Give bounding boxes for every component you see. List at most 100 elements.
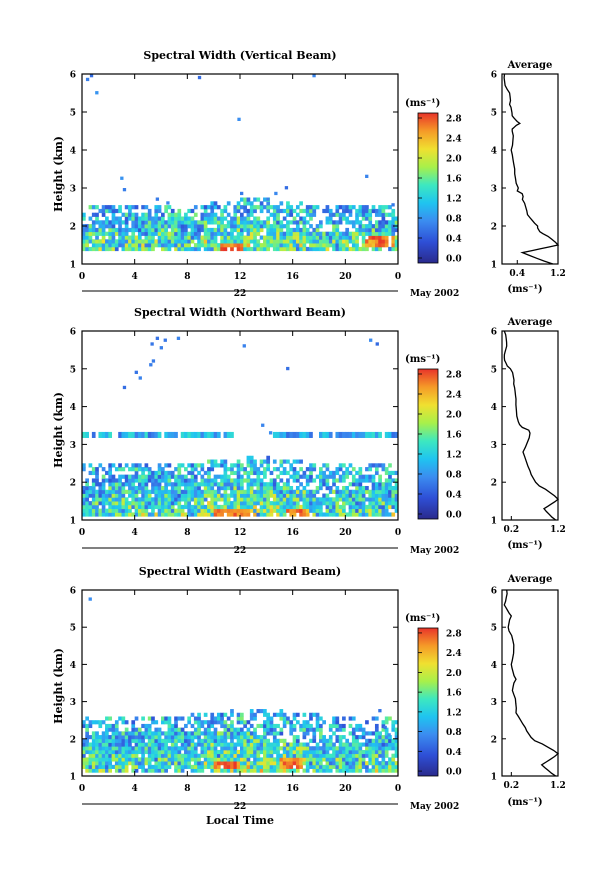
heatmap-cell xyxy=(365,227,369,233)
heatmap-cell xyxy=(266,716,271,721)
heatmap-cell xyxy=(230,723,234,729)
heatmap-cell xyxy=(295,212,300,217)
heatmap-cell xyxy=(315,742,320,747)
heatmap-cell xyxy=(342,764,346,769)
heatmap-cell xyxy=(137,504,142,510)
heatmap-cell xyxy=(315,749,320,755)
heatmap-cell xyxy=(279,764,284,769)
heatmap-cell xyxy=(361,474,366,479)
heatmap-cell xyxy=(322,478,326,483)
heatmap-cell xyxy=(161,243,165,248)
heatmap-cell xyxy=(312,746,317,751)
heatmap-cell xyxy=(345,493,350,498)
heatmap-cell xyxy=(279,478,284,483)
heatmap-cell xyxy=(124,497,129,502)
heatmap-cell xyxy=(365,742,369,747)
heatmap-cell xyxy=(223,227,228,233)
heatmap-cell xyxy=(154,489,159,494)
heatmap-cell xyxy=(157,753,162,758)
heatmap-cell xyxy=(213,243,218,248)
heatmap-cell xyxy=(151,731,155,736)
heatmap-cell xyxy=(82,738,86,743)
heatmap-cell xyxy=(309,212,313,217)
heatmap-cell xyxy=(174,501,178,506)
heatmap-cell xyxy=(233,243,238,248)
heatmap-cell xyxy=(144,497,149,502)
heatmap-cell xyxy=(365,768,369,773)
heatmap-cell xyxy=(263,482,267,487)
heatmap-cell xyxy=(345,239,350,244)
heatmap-cell xyxy=(371,474,376,479)
heatmap-cell xyxy=(315,231,320,236)
heatmap-cell xyxy=(335,753,340,758)
heatmap-cell xyxy=(128,489,132,494)
heatmap-cell xyxy=(266,205,271,210)
heatmap-cell xyxy=(134,735,139,740)
heatmap-cell xyxy=(134,467,139,472)
heatmap-cell xyxy=(226,235,231,240)
heatmap-cell xyxy=(121,738,126,743)
heatmap-cell xyxy=(157,205,162,210)
heatmap-cell xyxy=(210,220,215,225)
heatmap-cell xyxy=(355,742,359,747)
heatmap-cell xyxy=(256,493,261,498)
heatmap-cell xyxy=(272,738,277,743)
heatmap-cell xyxy=(170,470,175,476)
heatmap-cell xyxy=(371,231,376,236)
x-tick-label: 20 xyxy=(339,784,352,794)
heatmap-cell xyxy=(253,235,257,240)
heatmap-cell xyxy=(105,205,109,210)
heatmap-cell xyxy=(292,723,297,729)
heatmap-cell xyxy=(256,482,261,487)
heatmap-cell xyxy=(263,723,267,729)
heatmap-cell xyxy=(342,757,346,762)
heatmap-cell xyxy=(177,738,182,743)
heatmap-cell xyxy=(342,216,346,221)
heatmap-cell xyxy=(358,489,363,494)
heatmap-cell xyxy=(197,504,201,510)
heatmap-cell xyxy=(302,208,307,214)
heatmap-cell xyxy=(246,757,251,762)
heatmap-cell xyxy=(200,512,205,517)
heatmap-cell xyxy=(368,243,373,248)
heatmap-cell xyxy=(180,235,185,240)
heatmap-cell xyxy=(114,735,119,740)
heatmap-cell xyxy=(105,738,109,743)
heatmap-cell xyxy=(101,246,106,252)
heatmap-cell xyxy=(134,463,139,468)
heatmap-cell xyxy=(174,731,178,736)
heatmap-cell xyxy=(302,224,307,229)
heatmap-cell xyxy=(220,716,224,721)
heatmap-cell xyxy=(98,746,103,751)
heatmap-cell xyxy=(216,757,221,762)
heatmap-cell xyxy=(207,212,211,217)
heatmap-cell xyxy=(137,497,142,502)
heatmap-cell xyxy=(246,201,251,206)
heatmap-cell xyxy=(391,504,396,510)
heatmap-cell xyxy=(101,493,106,498)
heatmap-cell xyxy=(279,738,284,743)
heatmap-cell xyxy=(335,246,340,252)
heatmap-cell xyxy=(384,735,389,740)
heatmap-cell xyxy=(312,497,317,502)
heatmap-cell xyxy=(161,738,165,743)
heatmap-cell xyxy=(253,197,257,202)
heatmap-cell xyxy=(312,712,317,717)
heatmap-cell xyxy=(253,512,257,517)
heatmap-cell xyxy=(121,501,126,506)
heatmap-cell xyxy=(187,735,192,740)
heatmap-cell xyxy=(101,504,106,510)
heatmap-cell xyxy=(210,723,215,729)
heatmap-cell xyxy=(236,501,241,506)
heatmap-cell xyxy=(174,735,178,740)
y-tick-label: 5 xyxy=(70,109,76,119)
heatmap-cell xyxy=(85,243,89,248)
heatmap-cell xyxy=(128,485,132,491)
heatmap-cell xyxy=(164,470,168,476)
heatmap-cell xyxy=(95,497,99,502)
heatmap-cell xyxy=(98,738,103,743)
heatmap-cell xyxy=(371,738,376,743)
heatmap-cell xyxy=(394,239,399,244)
x-tick-label: 12 xyxy=(234,528,247,538)
heatmap-cell xyxy=(144,216,149,221)
